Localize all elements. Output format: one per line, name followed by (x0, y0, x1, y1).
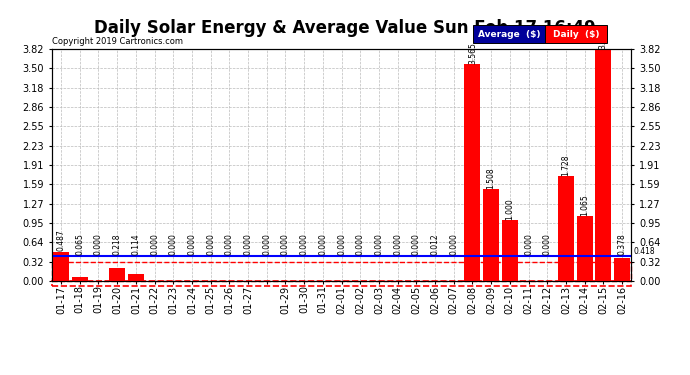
Bar (72, 277, 88, 281)
Text: 0.114: 0.114 (131, 233, 140, 255)
Text: 0.000: 0.000 (356, 233, 365, 255)
Text: 0.000: 0.000 (543, 233, 552, 255)
Text: 0.218: 0.218 (112, 233, 121, 255)
Text: 0.418: 0.418 (633, 246, 655, 255)
Text: 0.012: 0.012 (431, 233, 440, 255)
Text: 0.000: 0.000 (318, 233, 327, 255)
Bar (109, 268, 125, 281)
Bar (464, 64, 480, 281)
Text: 0.000: 0.000 (449, 233, 458, 255)
Bar (614, 258, 630, 281)
Bar (52, 262, 631, 281)
Text: 1.000: 1.000 (505, 198, 514, 220)
Bar (52, 281, 631, 286)
Text: Copyright 2019 Cartronics.com: Copyright 2019 Cartronics.com (52, 38, 183, 46)
Text: 0.000: 0.000 (375, 233, 384, 255)
Bar (483, 189, 499, 281)
Text: 0.000: 0.000 (393, 233, 402, 255)
Text: 1.065: 1.065 (580, 194, 589, 216)
Text: 0.000: 0.000 (337, 233, 346, 255)
Text: 0.000: 0.000 (412, 233, 421, 255)
Text: 0.000: 0.000 (244, 233, 253, 255)
Text: Daily Solar Energy & Average Value Sun Feb 17 16:49: Daily Solar Energy & Average Value Sun F… (94, 19, 596, 37)
Bar (427, 280, 443, 281)
Text: Average  ($): Average ($) (477, 30, 540, 39)
Text: 0.000: 0.000 (169, 233, 178, 255)
Text: 0.000: 0.000 (281, 233, 290, 255)
Bar (128, 274, 144, 281)
Bar (502, 220, 518, 281)
Bar (577, 216, 593, 281)
Bar (53, 252, 69, 281)
Text: 0.378: 0.378 (618, 233, 627, 255)
Bar (595, 49, 611, 281)
Text: 1.728: 1.728 (562, 154, 571, 176)
Text: 0.000: 0.000 (188, 233, 197, 255)
Text: Daily  ($): Daily ($) (553, 30, 600, 39)
Text: 3.819: 3.819 (599, 27, 608, 48)
Text: 0.000: 0.000 (524, 233, 533, 255)
Text: 0.000: 0.000 (262, 233, 271, 255)
Text: 1.508: 1.508 (486, 168, 495, 189)
Text: 3.565: 3.565 (468, 42, 477, 64)
Text: 0.487: 0.487 (57, 230, 66, 251)
Text: 0.000: 0.000 (225, 233, 234, 255)
Bar (558, 176, 574, 281)
Text: 0.000: 0.000 (94, 233, 103, 255)
Text: 0.065: 0.065 (75, 233, 84, 255)
Text: 0.000: 0.000 (299, 233, 308, 255)
Text: 0.000: 0.000 (206, 233, 215, 255)
Text: 0.000: 0.000 (150, 233, 159, 255)
